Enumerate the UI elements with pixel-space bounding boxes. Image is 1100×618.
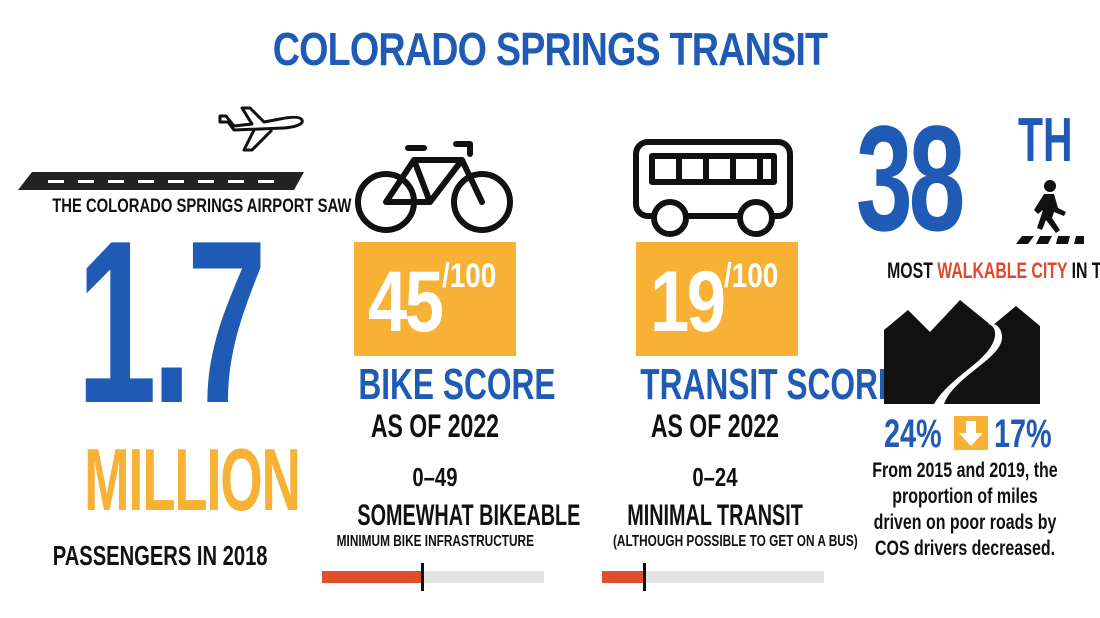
transit-score-value: 19 xyxy=(650,254,726,350)
bike-rating: SOMEWHAT BIKEABLE xyxy=(357,499,581,532)
roads-to: 17% xyxy=(994,412,1052,456)
transit-description: (ALTHOUGH POSSIBLE TO GET ON A BUS) xyxy=(612,533,858,550)
transit-score-label: TRANSIT SCORE xyxy=(640,360,900,409)
roads-text: From 2015 and 2019, the proportion of mi… xyxy=(872,459,1058,560)
transit-score-bar xyxy=(602,563,824,591)
airport-unit: MILLION xyxy=(84,430,301,529)
walk-caption-highlight: WALKABLE CITY xyxy=(937,258,1068,283)
walk-rank: 38 xyxy=(856,94,965,262)
bike-description: MINIMUM BIKE INFRASTRUCTURE xyxy=(336,533,534,550)
bike-range: 0–49 xyxy=(412,462,458,492)
transit-score-out-of: /100 xyxy=(724,257,779,295)
bike-score-out-of: /100 xyxy=(442,257,497,295)
page-title: COLORADO SPRINGS TRANSIT xyxy=(272,23,828,75)
mountain-road-icon xyxy=(884,300,1040,404)
bike-score-box: 45 /100 xyxy=(354,242,516,356)
bicycle-icon xyxy=(355,141,513,233)
pedestrian-crosswalk-icon xyxy=(1016,180,1084,244)
bike-as-of: AS OF 2022 xyxy=(370,408,500,444)
bike-score-value: 45 xyxy=(368,254,444,350)
walk-caption: MOST WALKABLE CITY IN THE US xyxy=(887,258,1100,283)
airport-number: 1.7 xyxy=(76,193,267,452)
airplane-icon xyxy=(218,106,304,152)
airport-intro: THE COLORADO SPRINGS AIRPORT SAW xyxy=(52,196,352,217)
bike-score-bar-marker xyxy=(421,563,424,591)
bike-score-bar-fill xyxy=(322,571,422,583)
bus-icon xyxy=(633,139,793,237)
airport-caption: PASSENGERS IN 2018 xyxy=(52,540,268,571)
transit-score-bar-fill xyxy=(602,571,644,583)
walk-rank-suffix: TH xyxy=(1018,106,1073,175)
transit-rating: MINIMAL TRANSIT xyxy=(627,499,803,532)
transit-score-box: 19 /100 xyxy=(636,242,798,356)
runway-icon xyxy=(18,172,304,190)
transit-range: 0–24 xyxy=(692,462,738,492)
transit-score-bar-marker xyxy=(643,563,646,591)
bike-score-bar xyxy=(322,563,544,591)
bike-score-label: BIKE SCORE xyxy=(358,360,556,409)
down-arrow-icon xyxy=(954,416,988,450)
transit-as-of: AS OF 2022 xyxy=(650,408,780,444)
roads-from: 24% xyxy=(884,412,942,456)
